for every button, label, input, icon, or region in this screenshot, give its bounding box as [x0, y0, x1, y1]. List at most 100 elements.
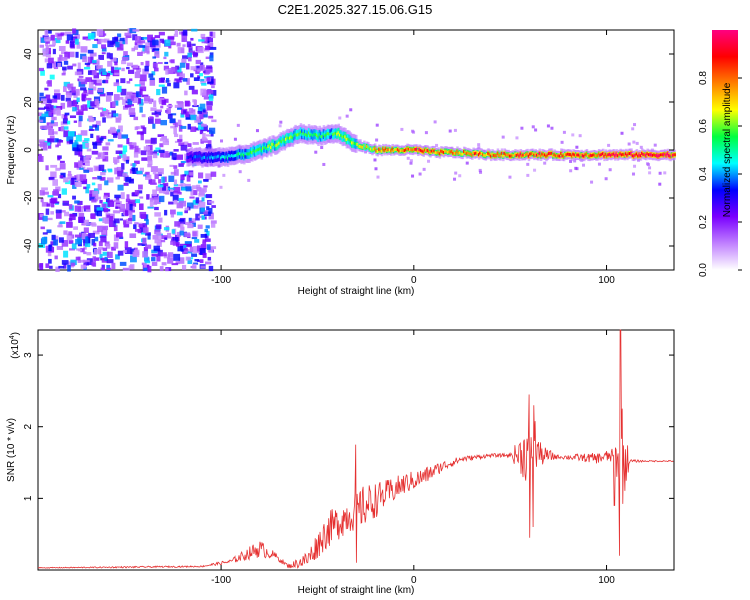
- spectrogram-cell: [75, 256, 81, 261]
- spectrogram-cell: [174, 140, 182, 143]
- ridge-core: [566, 152, 570, 156]
- spectrogram-cell: [113, 113, 119, 117]
- spectrogram-cell: [163, 254, 171, 259]
- spectrogram-cell: [209, 52, 214, 58]
- spectrogram-cell: [113, 82, 120, 87]
- spectrogram-cell: [49, 265, 53, 269]
- ridge-core: [655, 153, 659, 157]
- spectrogram-cell: [87, 56, 92, 64]
- spectrogram-cell: [526, 162, 530, 166]
- spectrogram-cell: [57, 193, 62, 199]
- spectrogram-cell: [115, 254, 120, 260]
- spectrogram-cell: [138, 45, 146, 48]
- ridge-core: [489, 154, 493, 158]
- spectrogram-cell: [220, 139, 224, 143]
- spectrogram-cell: [54, 37, 61, 44]
- spectrogram-cell: [141, 214, 146, 219]
- spectrogram-cell: [91, 150, 99, 155]
- spectrogram-cell: [151, 112, 158, 115]
- ridge-core: [265, 146, 269, 150]
- ridge-core: [356, 142, 359, 146]
- spectrogram-cell: [126, 62, 133, 67]
- ridge-core: [322, 132, 326, 136]
- spectrogram-cell: [160, 239, 166, 243]
- spectrogram-cell: [139, 167, 144, 173]
- ridge-core: [318, 133, 322, 137]
- ridge-core: [346, 137, 350, 141]
- ridge-core: [427, 149, 431, 153]
- spectrogram-cell: [571, 133, 575, 137]
- ridge-core: [355, 142, 358, 146]
- spectrogram-cell: [647, 163, 651, 167]
- spectrogram-cell: [92, 230, 100, 235]
- spectrogram-cell: [86, 167, 93, 172]
- spectrogram-cell: [170, 214, 175, 218]
- spectrogram-cell: [59, 160, 65, 163]
- spectrogram-cell: [91, 70, 97, 76]
- spectrogram-cell: [338, 116, 342, 120]
- spectrogram-cell: [87, 100, 92, 108]
- spectrogram-cell: [47, 252, 52, 257]
- ridge-core: [634, 153, 637, 157]
- spectrogram-cell: [160, 252, 167, 257]
- spectrogram-cell: [86, 184, 91, 189]
- spectrogram-cell: [55, 209, 62, 214]
- spectrogram-cell: [149, 197, 154, 202]
- spectrogram-cell: [131, 142, 137, 147]
- spectrogram-cell: [176, 211, 183, 216]
- spectrogram-cell: [102, 117, 106, 123]
- ridge-core: [639, 154, 643, 158]
- ridge-core: [419, 148, 423, 152]
- spectrogram-cell: [154, 212, 161, 217]
- spectrogram-cell: [39, 125, 46, 130]
- spectrogram-cell: [154, 51, 160, 58]
- spectrogram-cell: [201, 215, 205, 220]
- spectrogram-cell: [255, 129, 259, 133]
- spectrogram-cell: [69, 90, 76, 96]
- spectrogram-cell: [233, 137, 237, 141]
- spectrogram-cell: [198, 189, 205, 196]
- spectrogram-cell: [178, 219, 185, 222]
- spectrogram-cell: [64, 31, 72, 36]
- spectrogram-cell: [157, 168, 164, 175]
- spectrogram-cell: [113, 94, 120, 101]
- ridge-core: [670, 153, 674, 157]
- spectrogram-cell: [103, 192, 110, 198]
- spectrogram-cell: [168, 175, 175, 182]
- spectrogram-cell: [84, 243, 91, 248]
- spectrogram-cell: [200, 265, 206, 269]
- spectrogram-cell: [56, 109, 61, 116]
- spectrogram-cell: [210, 131, 214, 137]
- spectrogram-cell: [106, 115, 113, 119]
- spectrogram-cell: [55, 212, 62, 219]
- ridge-core: [410, 148, 413, 152]
- spectrogram-cell: [45, 94, 51, 100]
- ridge-core: [345, 137, 349, 141]
- spectrogram-cell: [205, 67, 211, 75]
- spectrogram-cell: [199, 64, 205, 71]
- colorbar-gradient: [712, 30, 738, 270]
- ridge-core: [458, 151, 462, 155]
- spectrogram-cell: [59, 221, 66, 224]
- spectrogram-cell: [52, 131, 58, 135]
- spectrogram-cell: [143, 267, 148, 271]
- ridge-core: [653, 153, 656, 157]
- spectrogram-cell: [96, 29, 104, 36]
- ridge-core: [348, 138, 351, 142]
- spectrogram-cell: [83, 205, 91, 210]
- spectrogram-cell: [201, 82, 207, 86]
- spectrogram-cell: [42, 48, 49, 54]
- spectrogram-cell: [85, 38, 91, 41]
- spectrogram-cell: [176, 42, 181, 47]
- spectrogram-cell: [169, 41, 176, 46]
- spectrogram-cell: [183, 141, 189, 146]
- spectrogram-cell: [106, 214, 111, 219]
- spectrogram-cell: [164, 61, 169, 65]
- spectrogram-cell: [66, 136, 74, 142]
- spectrogram-cell: [170, 59, 175, 64]
- spectrogram-cell: [83, 246, 87, 250]
- spectrogram-cell: [67, 51, 75, 58]
- spectrogram-cell: [46, 203, 51, 207]
- spectrogram-cell: [173, 127, 177, 135]
- spectrogram-cell: [97, 107, 104, 110]
